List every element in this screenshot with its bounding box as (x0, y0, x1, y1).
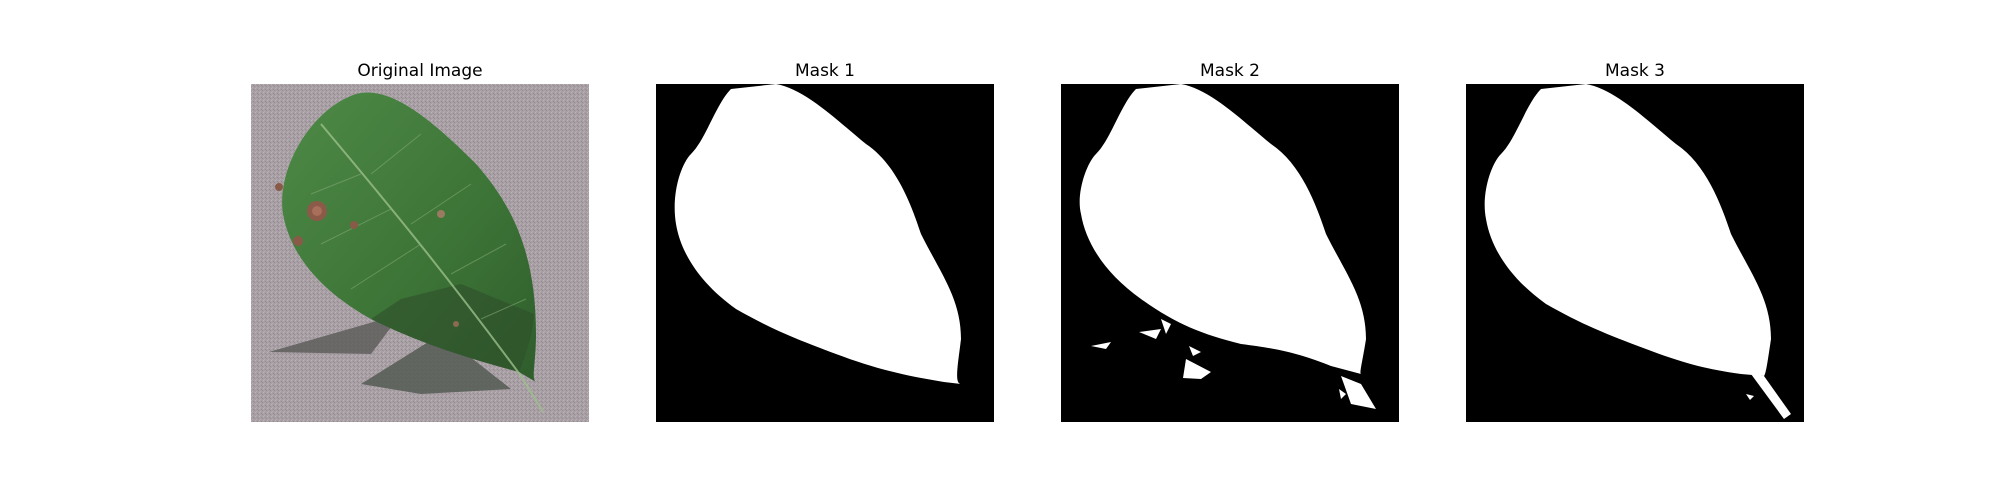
panel-mask-3: Mask 3 (1466, 59, 1804, 422)
panel-mask-2: Mask 2 (1061, 59, 1399, 422)
panel-title: Original Image (357, 61, 483, 81)
original-leaf-photo (251, 84, 589, 422)
panel-mask-1: Mask 1 (656, 59, 994, 422)
mask-1-image (656, 84, 994, 422)
panel-original-image: Original Image (251, 59, 589, 422)
mask-3-image (1466, 84, 1804, 422)
panel-title: Mask 2 (1199, 61, 1260, 81)
mask-2-image (1061, 84, 1399, 422)
panel-title: Mask 1 (794, 61, 855, 81)
panel-title: Mask 3 (1604, 61, 1665, 81)
